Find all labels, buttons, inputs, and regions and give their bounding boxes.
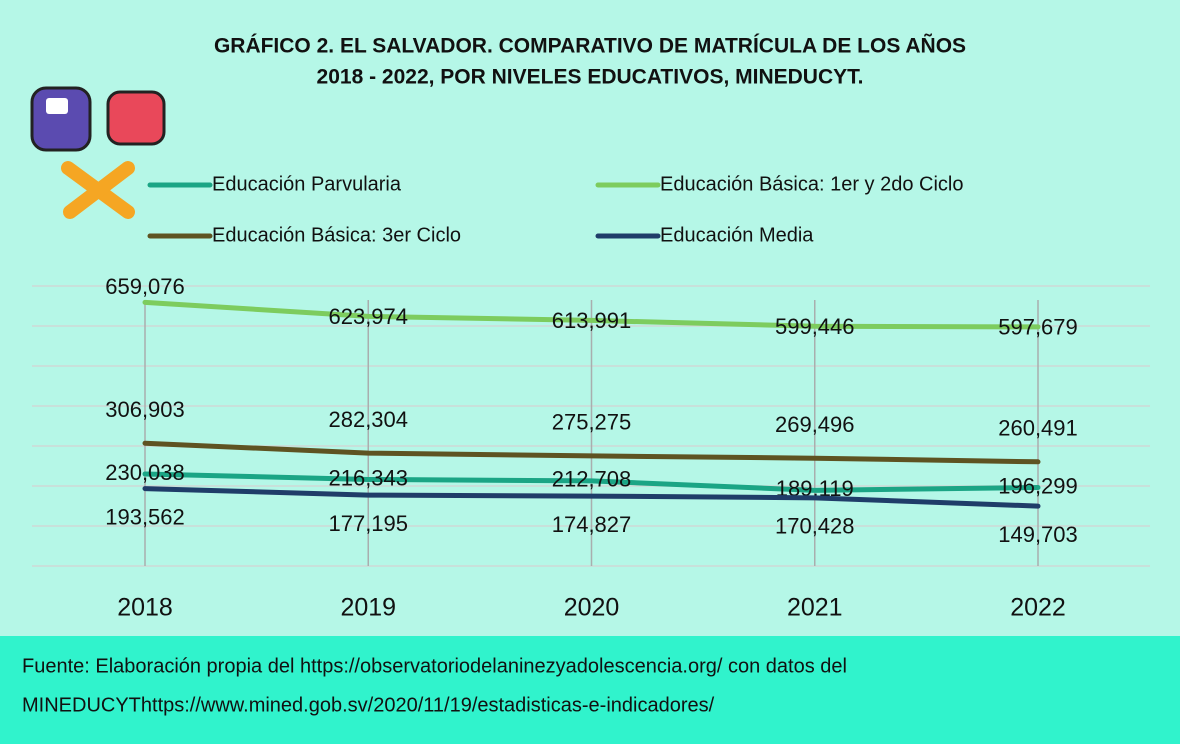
x-tick-label: 2018 [117,594,173,622]
data-label: 613,991 [552,308,632,333]
data-label: 306,903 [105,397,185,422]
data-label: 170,428 [775,514,855,539]
data-label: 623,974 [328,304,408,329]
series-line [142,299,1041,330]
data-label: 269,496 [775,412,855,437]
x-tick-label: 2021 [787,594,843,622]
data-label: 275,275 [552,410,632,435]
pencil-icon [63,161,135,219]
book-icon-label [46,98,68,114]
decorative-icons [30,86,166,219]
data-label: 230,038 [105,460,185,485]
legend-label: Educación Básica: 1er y 2do Ciclo [660,173,964,195]
data-label: 597,679 [998,315,1078,340]
chart-title: 2018 - 2022, POR NIVELES EDUCATIVOS, MIN… [317,66,864,89]
book-icon [30,86,92,152]
chart-title: GRÁFICO 2. EL SALVADOR. COMPARATIVO DE M… [214,35,966,58]
series-line [142,471,1041,493]
source-note: Fuente: Elaboración propia del https://o… [22,655,847,677]
data-label: 599,446 [775,314,855,339]
data-label: 174,827 [552,512,632,537]
legend-label: Educación Parvularia [212,173,402,195]
data-label: 193,562 [105,504,185,529]
legend-label: Educación Media [660,224,814,246]
data-label: 260,491 [998,416,1078,441]
series-line [142,486,1041,509]
data-label: 282,304 [328,407,408,432]
x-tick-label: 2022 [1010,594,1066,622]
source-note: MINEDUCYThttps://www.mined.gob.sv/2020/1… [22,694,715,716]
x-tick-label: 2019 [340,594,396,622]
book-icon [106,90,166,146]
series-line [142,440,1041,465]
x-tick-label: 2020 [564,594,620,622]
data-label: 149,703 [998,522,1078,547]
data-label: 212,708 [552,467,632,492]
data-label: 659,076 [105,274,185,299]
legend-label: Educación Básica: 3er Ciclo [212,224,461,246]
source-background [0,636,1180,744]
data-label: 177,195 [328,511,408,536]
data-label: 196,299 [998,473,1078,498]
data-label: 216,343 [328,465,408,490]
